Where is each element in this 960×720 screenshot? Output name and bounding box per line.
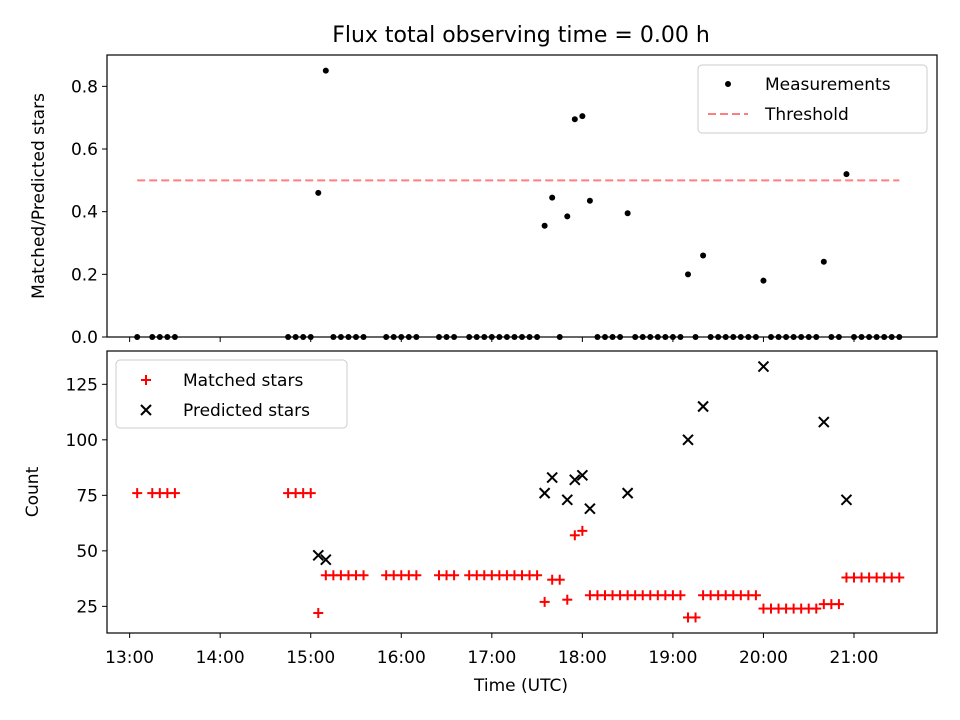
legend-label: Matched stars	[183, 371, 303, 391]
bottom-panel: 25 50 75 100 125 13:00 14:00 15:00 16:00 17:00 18:…	[66, 350, 938, 668]
predicted-star-marker	[538, 487, 551, 499]
measurement-point	[564, 213, 571, 220]
predicted-star-marker	[576, 469, 589, 482]
matched-star-marker	[569, 530, 580, 541]
measurement-point	[586, 197, 593, 204]
measurement-point	[843, 171, 850, 178]
predicted-star-marker	[320, 554, 332, 566]
matched-star-marker	[132, 488, 143, 499]
plot-frame	[106, 54, 938, 338]
y-tick-label: 50	[76, 542, 98, 562]
measurement-point	[571, 116, 578, 123]
matched-star-marker	[411, 570, 422, 581]
matched-star-marker	[690, 612, 701, 623]
x-tick-label: 19:00	[648, 648, 697, 668]
legend-label: Predicted stars	[183, 401, 310, 421]
measurement-point	[685, 271, 691, 278]
matched-star-marker	[833, 599, 844, 610]
predicted-star-marker	[561, 494, 573, 506]
x-tick-label: 16:00	[377, 648, 426, 668]
x-tick-label: 21:00	[830, 648, 879, 668]
matched-star-marker	[539, 596, 550, 607]
predicted-star-marker	[621, 487, 634, 499]
x-tick-label: 17:00	[467, 648, 516, 668]
matched-star-marker	[305, 488, 316, 499]
legend-box	[115, 359, 348, 429]
matched-star-marker	[532, 570, 543, 581]
x-tick-label: 18:00	[558, 648, 607, 668]
predicted-star-marker	[840, 494, 853, 506]
matched-star-marker	[562, 594, 573, 605]
top-y-axis-label: Matched/Predicted stars	[29, 93, 49, 299]
matched-star-marker	[750, 590, 761, 601]
legend-label: Measurements	[765, 75, 891, 95]
x-tick-label: 13:00	[105, 648, 154, 668]
measurement-point	[541, 222, 548, 229]
chart-title: Flux total observing time = 0.00 h	[332, 23, 710, 48]
measurement-point	[315, 189, 322, 196]
top-panel: 0.0 0.2 0.4 0.6 0.8 Measurements Threshold	[71, 54, 938, 348]
predicted-star-marker	[818, 416, 830, 428]
predicted-star-marker	[584, 502, 596, 515]
measurement-point	[322, 67, 329, 74]
predicted-star-marker	[682, 434, 694, 446]
plot-frame	[106, 350, 938, 634]
y-tick-label: 0.2	[71, 265, 98, 285]
matched-star-marker	[894, 572, 905, 583]
measurement-point	[549, 194, 556, 201]
measurement-point	[700, 252, 707, 259]
predicted-star-marker	[697, 400, 709, 413]
matched-star-marker	[675, 590, 686, 601]
matched-star-marker	[554, 574, 565, 585]
legend-label: Threshold	[764, 105, 849, 125]
legend: Measurements Threshold	[697, 64, 928, 134]
predicted-star-marker	[312, 549, 324, 561]
matched-star-marker	[577, 525, 588, 536]
predicted-star-marker	[569, 474, 581, 486]
matched-star-marker	[313, 608, 324, 619]
measurement-point	[579, 113, 586, 120]
x-tick-label: 20:00	[739, 648, 788, 668]
measurement-point	[624, 210, 631, 217]
y-tick-label: 0.0	[71, 328, 98, 348]
measurement-point	[760, 277, 767, 284]
x-axis-label: Time (UTC)	[473, 676, 568, 696]
matched-star-marker	[169, 488, 180, 499]
y-tick-label: 75	[76, 486, 98, 506]
legend: Matched stars Predicted stars	[115, 359, 348, 429]
matched-star-marker	[449, 570, 460, 581]
legend-measurement-marker	[725, 81, 731, 87]
legend-matched-marker	[141, 375, 151, 385]
measurement-point	[820, 258, 827, 265]
matched-star-marker	[811, 603, 822, 614]
x-tick-label: 15:00	[286, 648, 335, 668]
y-tick-label: 0.4	[71, 203, 98, 223]
y-tick-label: 0.8	[71, 77, 98, 97]
predicted-star-marker	[546, 471, 558, 484]
x-tick-label: 14:00	[196, 648, 245, 668]
y-tick-label: 100	[66, 431, 98, 451]
matched-star-marker	[358, 570, 369, 581]
predicted-star-marker	[757, 360, 770, 373]
legend-predicted-marker	[140, 404, 152, 416]
y-tick-label: 125	[66, 375, 98, 395]
y-tick-label: 25	[76, 597, 98, 617]
legend-box	[697, 64, 928, 134]
bottom-y-axis-label: Count	[23, 466, 43, 517]
y-tick-label: 0.6	[71, 140, 98, 160]
